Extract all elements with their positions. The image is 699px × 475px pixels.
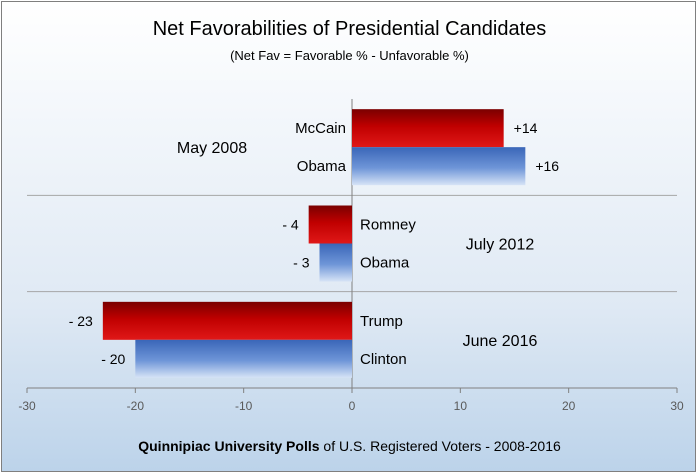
x-tick-label: -10	[235, 399, 253, 413]
bar-republican	[352, 109, 504, 148]
bar-democrat	[319, 243, 352, 282]
x-tick-label: -30	[18, 399, 36, 413]
bar-data-label: - 23	[69, 313, 93, 329]
bar-data-label: +14	[514, 120, 538, 136]
bar-name-label: Clinton	[360, 351, 407, 368]
x-tick-label: 10	[454, 399, 468, 413]
bar-name-label: Trump	[360, 313, 403, 330]
x-tick-label: 30	[670, 399, 684, 413]
bar-data-label: - 4	[282, 217, 299, 233]
chart-title: Net Favorabilities of Presidential Candi…	[152, 18, 547, 40]
bar-republican	[308, 205, 352, 244]
bar-name-label: Romney	[360, 217, 416, 234]
x-tick-label: -20	[127, 399, 145, 413]
chart-subtitle: (Net Fav = Favorable % - Unfavorable %)	[230, 48, 469, 63]
group-label: June 2016	[463, 333, 538, 350]
bar-name-label: Obama	[297, 158, 347, 175]
footer-description: of U.S. Registered Voters - 2008-2016	[319, 438, 561, 454]
x-tick-label: 0	[349, 399, 356, 413]
bar-name-label: McCain	[295, 120, 346, 137]
bar-democrat	[135, 339, 352, 378]
bar-data-label: - 20	[101, 351, 125, 367]
group-label: July 2012	[466, 237, 535, 254]
bar-data-label: - 3	[293, 255, 310, 271]
bar-name-label: Obama	[360, 255, 410, 272]
group-label: May 2008	[177, 140, 247, 157]
chart-footer: Quinnipiac University Polls of U.S. Regi…	[0, 438, 699, 454]
bar-data-label: +16	[535, 158, 559, 174]
bar-democrat	[352, 147, 526, 186]
footer-source: Quinnipiac University Polls	[138, 438, 320, 454]
x-tick-label: 20	[562, 399, 576, 413]
bar-republican	[102, 301, 352, 340]
